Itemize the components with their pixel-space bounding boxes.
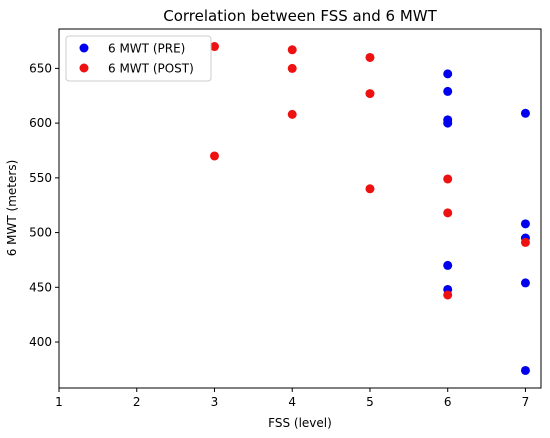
x-tick-label: 7 (522, 395, 530, 409)
legend-box (65, 35, 212, 82)
x-tick-label: 1 (55, 395, 63, 409)
plot-area: 1 2 3 4 5 6 7 400 450 500 550 600 650 (29, 28, 542, 409)
x-tick-label: 3 (211, 395, 219, 409)
pre-data-point (443, 118, 453, 128)
legend-label-pre: 6 MWT (PRE) (108, 42, 185, 56)
y-axis-label: 6 MWT (meters) (5, 160, 19, 257)
x-axis-label: FSS (level) (268, 416, 332, 430)
post-data-point (287, 109, 297, 119)
x-tick-label: 4 (288, 395, 296, 409)
y-tick-label: 550 (29, 171, 52, 185)
pre-data-point (443, 86, 453, 96)
post-data-point (520, 237, 530, 247)
x-tick-label: 2 (133, 395, 141, 409)
y-tick-label: 600 (29, 116, 52, 130)
pre-data-point (520, 278, 530, 288)
post-data-point (443, 174, 453, 184)
y-tick-label: 650 (29, 61, 52, 75)
pre-data-point (520, 108, 530, 118)
legend-marker-post (79, 63, 89, 73)
post-data-point (209, 151, 219, 161)
post-data-point (443, 208, 453, 218)
plot-frame (58, 28, 542, 389)
legend-label-post: 6 MWT (POST) (108, 62, 194, 76)
pre-data-point (520, 365, 530, 375)
legend-marker-pre (79, 43, 89, 53)
x-tick-label: 6 (444, 395, 452, 409)
post-data-point (365, 184, 375, 194)
post-data-point (443, 290, 453, 300)
y-tick-label: 400 (29, 335, 52, 349)
post-data-point (365, 52, 375, 62)
x-tick-label: 5 (366, 395, 374, 409)
pre-data-point (520, 219, 530, 229)
pre-data-point (443, 69, 453, 79)
chart-title: Correlation between FSS and 6 MWT (163, 7, 437, 25)
post-data-point (287, 63, 297, 73)
post-data-point (209, 42, 219, 52)
legend: 6 MWT (PRE) 6 MWT (POST) (65, 35, 212, 82)
y-tick-label: 450 (29, 280, 52, 294)
pre-data-point (443, 260, 453, 270)
post-data-point (287, 45, 297, 55)
y-tick-label: 500 (29, 226, 52, 240)
post-data-point (365, 89, 375, 99)
